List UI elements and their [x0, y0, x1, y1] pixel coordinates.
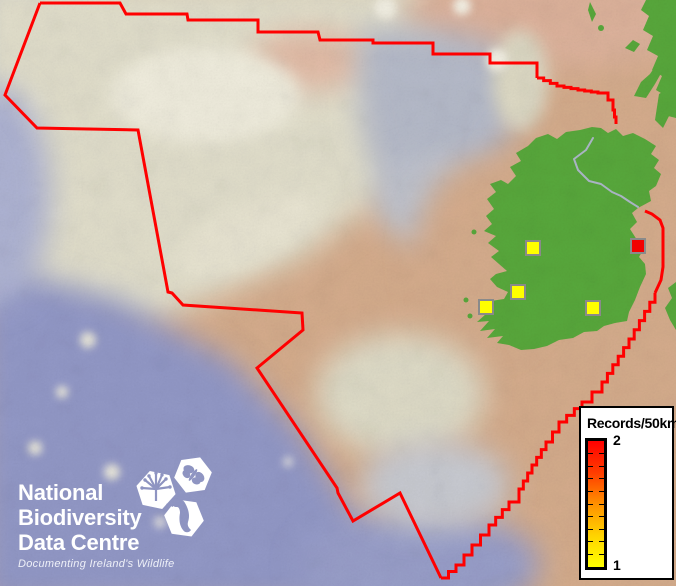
legend-tick: [599, 541, 604, 543]
legend-tick: [588, 503, 593, 505]
legend-tick: [588, 465, 593, 467]
legend-tick: [588, 453, 593, 455]
legend-tick: [588, 490, 593, 492]
record-square: [525, 240, 541, 256]
record-square: [630, 238, 646, 254]
eez-boundary-segment: [537, 76, 618, 124]
legend-panel: Records/50km 2 1: [579, 406, 676, 580]
legend-title: Records/50km: [587, 415, 676, 431]
legend-tick: [599, 478, 604, 480]
legend-tick: [599, 553, 604, 555]
eez-boundary-line: [3, 1, 665, 580]
logo-line-1: National: [18, 480, 104, 505]
logo-hexagons: [127, 447, 227, 552]
record-square: [510, 284, 526, 300]
legend-min-label: 1: [613, 557, 621, 573]
eez-boundary-segment: [644, 209, 665, 294]
legend-tick: [599, 516, 604, 518]
legend-tick: [599, 503, 604, 505]
record-square: [585, 300, 601, 316]
eez-boundary-segment: [3, 2, 443, 579]
legend-tick: [588, 528, 593, 530]
legend-tick: [588, 541, 593, 543]
legend-max-label: 2: [613, 432, 621, 448]
legend-tick: [599, 465, 604, 467]
legend-tick: [588, 478, 593, 480]
record-squares: [478, 238, 646, 316]
legend-tick: [599, 490, 604, 492]
eez-boundary-segment: [40, 1, 539, 78]
legend-tick: [599, 528, 604, 530]
legend-tick: [588, 516, 593, 518]
legend-colorbar: [585, 438, 607, 570]
logo-line-3: Data Centre: [18, 530, 140, 555]
ni-border-line: [573, 137, 639, 208]
eez-boundary-segment: [441, 293, 657, 580]
legend-tick: [599, 453, 604, 455]
ni-border-path: [573, 137, 639, 208]
logo-tagline: Documenting Ireland's Wildlife: [18, 558, 175, 570]
logo: National Biodiversity Data Centre Docume…: [18, 480, 175, 570]
legend-tick: [588, 553, 593, 555]
record-square: [478, 299, 494, 315]
logo-line-2: Biodiversity: [18, 505, 142, 530]
